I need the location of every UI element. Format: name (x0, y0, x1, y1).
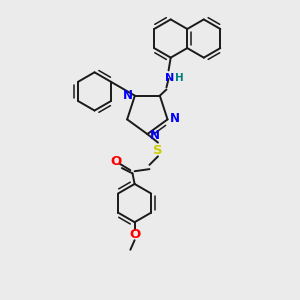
Text: O: O (129, 228, 140, 242)
Text: N: N (149, 129, 160, 142)
Text: N: N (170, 112, 180, 125)
Text: S: S (153, 143, 163, 157)
Text: H: H (175, 73, 184, 82)
Text: N: N (123, 89, 133, 102)
Text: N: N (165, 73, 174, 82)
Text: O: O (110, 155, 121, 168)
